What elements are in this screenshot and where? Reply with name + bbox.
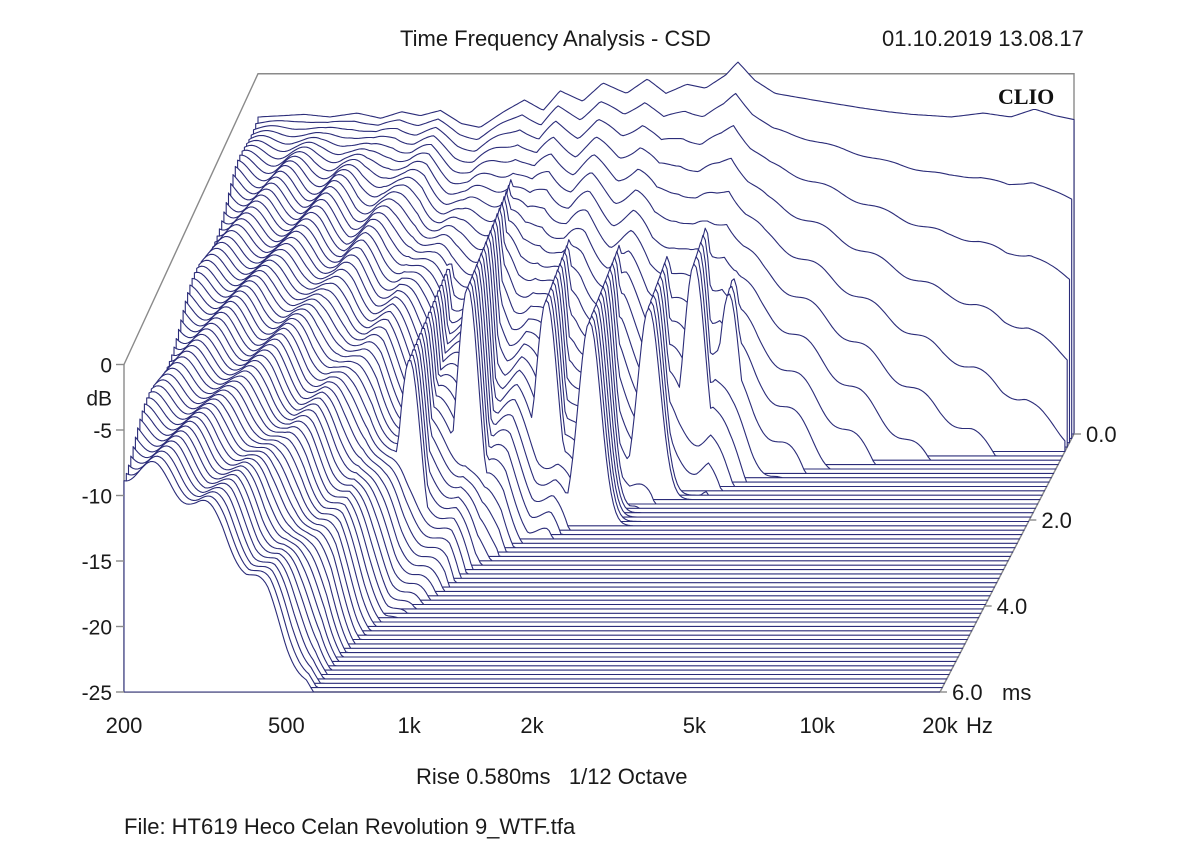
freq-tick-label: 10k: [799, 713, 835, 738]
clio-logo: CLIO: [998, 84, 1054, 109]
db-tick-label: -25: [82, 682, 112, 705]
file-name: File: HT619 Heco Celan Revolution 9_WTF.…: [124, 814, 576, 839]
decay-slice: [168, 339, 986, 606]
chart-timestamp: 01.10.2019 13.08.17: [882, 26, 1084, 51]
freq-tick-label: 1k: [398, 713, 422, 738]
freq-tick-label: 500: [268, 713, 305, 738]
frame-right-edge: [939, 433, 1075, 693]
db-axis-label: dB: [86, 387, 112, 410]
time-tick-label: 4.0: [997, 594, 1028, 619]
time-tick-label: 6.0: [952, 680, 983, 705]
db-tick-label: -15: [82, 551, 112, 574]
freq-tick-label: 200: [106, 713, 143, 738]
waterfall-traces: [123, 61, 1075, 693]
measurement-settings: Rise 0.580ms 1/12 Octave: [416, 764, 687, 789]
freq-tick-label: 2k: [520, 713, 544, 738]
db-tick-label: -5: [93, 420, 112, 443]
freq-tick-label: 20k: [922, 713, 958, 738]
chart-title: Time Frequency Analysis - CSD: [400, 26, 711, 51]
decay-slice: [123, 460, 941, 693]
db-tick-label: -20: [82, 617, 112, 640]
db-tick-label: 0: [100, 355, 112, 378]
time-axis-label: ms: [1002, 680, 1031, 705]
time-tick-label: 2.0: [1041, 508, 1072, 533]
db-tick-label: -10: [82, 486, 112, 509]
freq-tick-label: 5k: [683, 713, 707, 738]
axes: 0 -5 -10 -15 -20 -25 dB 200 500 1k 2k 5k 10k 20k Hz 0.0…: [82, 355, 1117, 739]
freq-axis-label: Hz: [966, 713, 993, 738]
decay-slice: [166, 344, 984, 610]
time-tick-label: 0.0: [1086, 422, 1117, 447]
